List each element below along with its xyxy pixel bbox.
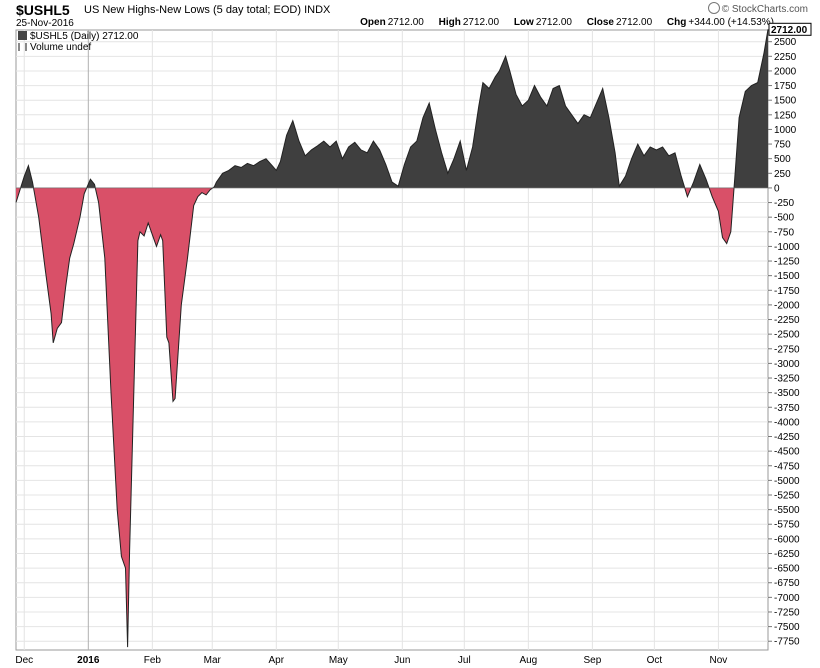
y-tick-label: -5250 — [774, 491, 800, 502]
y-tick-label: -7000 — [774, 593, 800, 604]
y-tick-label: -5750 — [774, 520, 800, 531]
y-tick-label: 1750 — [774, 81, 797, 92]
y-tick-label: -1000 — [774, 242, 800, 253]
y-tick-label: 1000 — [774, 125, 797, 136]
y-tick-label: -4000 — [774, 417, 800, 428]
y-tick-label: -7500 — [774, 622, 800, 633]
chart-date: 25-Nov-2016 — [16, 18, 74, 29]
positive-area — [734, 29, 768, 188]
legend-series-label: $USHL5 (Daily) 2712.00 — [30, 31, 139, 42]
ohlc-readout: Open 2712.00 High 2712.00 Low 2712.00 Close… — [360, 17, 774, 28]
y-tick-label: -6500 — [774, 564, 800, 575]
stockcharts-watermark: © StockCharts.com — [707, 2, 808, 15]
y-tick-label: -5500 — [774, 505, 800, 516]
y-tick-label: 1500 — [774, 96, 797, 107]
y-tick-label: -1500 — [774, 271, 800, 282]
chg-value: +344.00 (+14.53%) — [688, 17, 774, 28]
negative-area — [33, 187, 87, 343]
y-tick-label: 500 — [774, 154, 791, 165]
y-tick-label: -3500 — [774, 388, 800, 399]
watermark-text: © StockCharts.com — [721, 4, 808, 15]
y-tick-label: 750 — [774, 140, 791, 151]
positive-area — [86, 179, 96, 188]
negative-area — [684, 187, 692, 197]
exchange-text: INDX — [304, 4, 331, 16]
positive-area — [212, 56, 685, 188]
y-tick-label: -2000 — [774, 300, 800, 311]
y-tick-label: -6000 — [774, 534, 800, 545]
x-tick-label: Mar — [204, 655, 222, 666]
chart-symbol: $USHL5 — [16, 2, 70, 18]
close-label: Close — [586, 17, 614, 28]
y-tick-label: -4250 — [774, 432, 800, 443]
chg-label: Chg — [666, 17, 687, 28]
y-tick-label: -6250 — [774, 549, 800, 560]
volume-bars-icon — [18, 43, 27, 51]
plot-area — [15, 29, 769, 651]
x-tick-label: Jul — [458, 655, 471, 666]
y-tick-label: -2500 — [774, 330, 800, 341]
y-tick-label: -4750 — [774, 461, 800, 472]
legend-volume: Volume undef — [18, 42, 138, 53]
stockcharts-logo-icon — [707, 2, 720, 14]
legend-volume-label: Volume undef — [30, 42, 92, 53]
x-tick-label: Oct — [647, 655, 663, 666]
y-tick-label: -3750 — [774, 403, 800, 414]
positive-area — [691, 164, 710, 188]
y-tick-label: -6750 — [774, 578, 800, 589]
negative-area — [95, 187, 213, 648]
close-value: 2712.00 — [615, 17, 653, 28]
x-tick-label: Apr — [269, 655, 285, 666]
last-value-label: 2712.00 — [771, 25, 808, 36]
y-tick-label: -1250 — [774, 257, 800, 268]
y-tick-label: -7250 — [774, 607, 800, 618]
y-tick-label: 1250 — [774, 110, 797, 121]
y-tick-label: 0 — [774, 183, 780, 194]
x-tick-label: Dec — [15, 655, 33, 666]
y-tick-label: -750 — [774, 227, 794, 238]
legend-series: $USHL5 (Daily) 2712.00 — [18, 31, 138, 42]
series-line — [15, 29, 769, 648]
y-tick-label: -3250 — [774, 374, 800, 385]
y-tick-label: 250 — [774, 169, 791, 180]
positive-area — [20, 165, 34, 188]
negative-area — [709, 187, 735, 244]
y-tick-label: -250 — [774, 198, 794, 209]
y-tick-label: -1750 — [774, 286, 800, 297]
y-tick-label: -2750 — [774, 344, 800, 355]
y-tick-label: -5000 — [774, 476, 800, 487]
y-tick-label: -3000 — [774, 359, 800, 370]
chart-description: US New Highs-New Lows (5 day total; EOD)… — [84, 4, 330, 16]
y-tick-label: 2500 — [774, 37, 797, 48]
open-label: Open — [360, 17, 386, 28]
y-tick-label: -7750 — [774, 637, 800, 648]
series-swatch-icon — [18, 31, 27, 40]
x-tick-label: May — [329, 655, 348, 666]
y-tick-label: 2250 — [774, 52, 797, 63]
high-label: High — [438, 17, 461, 28]
chart-legend: $USHL5 (Daily) 2712.00 Volume undef — [18, 31, 138, 53]
y-tick-label: -4500 — [774, 447, 800, 458]
low-value: 2712.00 — [535, 17, 572, 28]
x-tick-label: Jun — [394, 655, 410, 666]
x-tick-label: 2016 — [77, 655, 100, 666]
x-tick-label: Sep — [583, 655, 601, 666]
high-value: 2712.00 — [462, 17, 500, 28]
y-tick-label: -500 — [774, 213, 794, 224]
y-tick-label: 2000 — [774, 66, 797, 77]
open-value: 2712.00 — [387, 17, 424, 28]
y-tick-label: -2250 — [774, 315, 800, 326]
x-tick-label: Aug — [519, 655, 537, 666]
x-tick-label: Feb — [144, 655, 162, 666]
last-value-tag — [768, 22, 812, 36]
low-label: Low — [513, 17, 534, 28]
x-tick-label: Nov — [710, 655, 728, 666]
description-text: US New Highs-New Lows (5 day total; EOD) — [84, 4, 302, 16]
